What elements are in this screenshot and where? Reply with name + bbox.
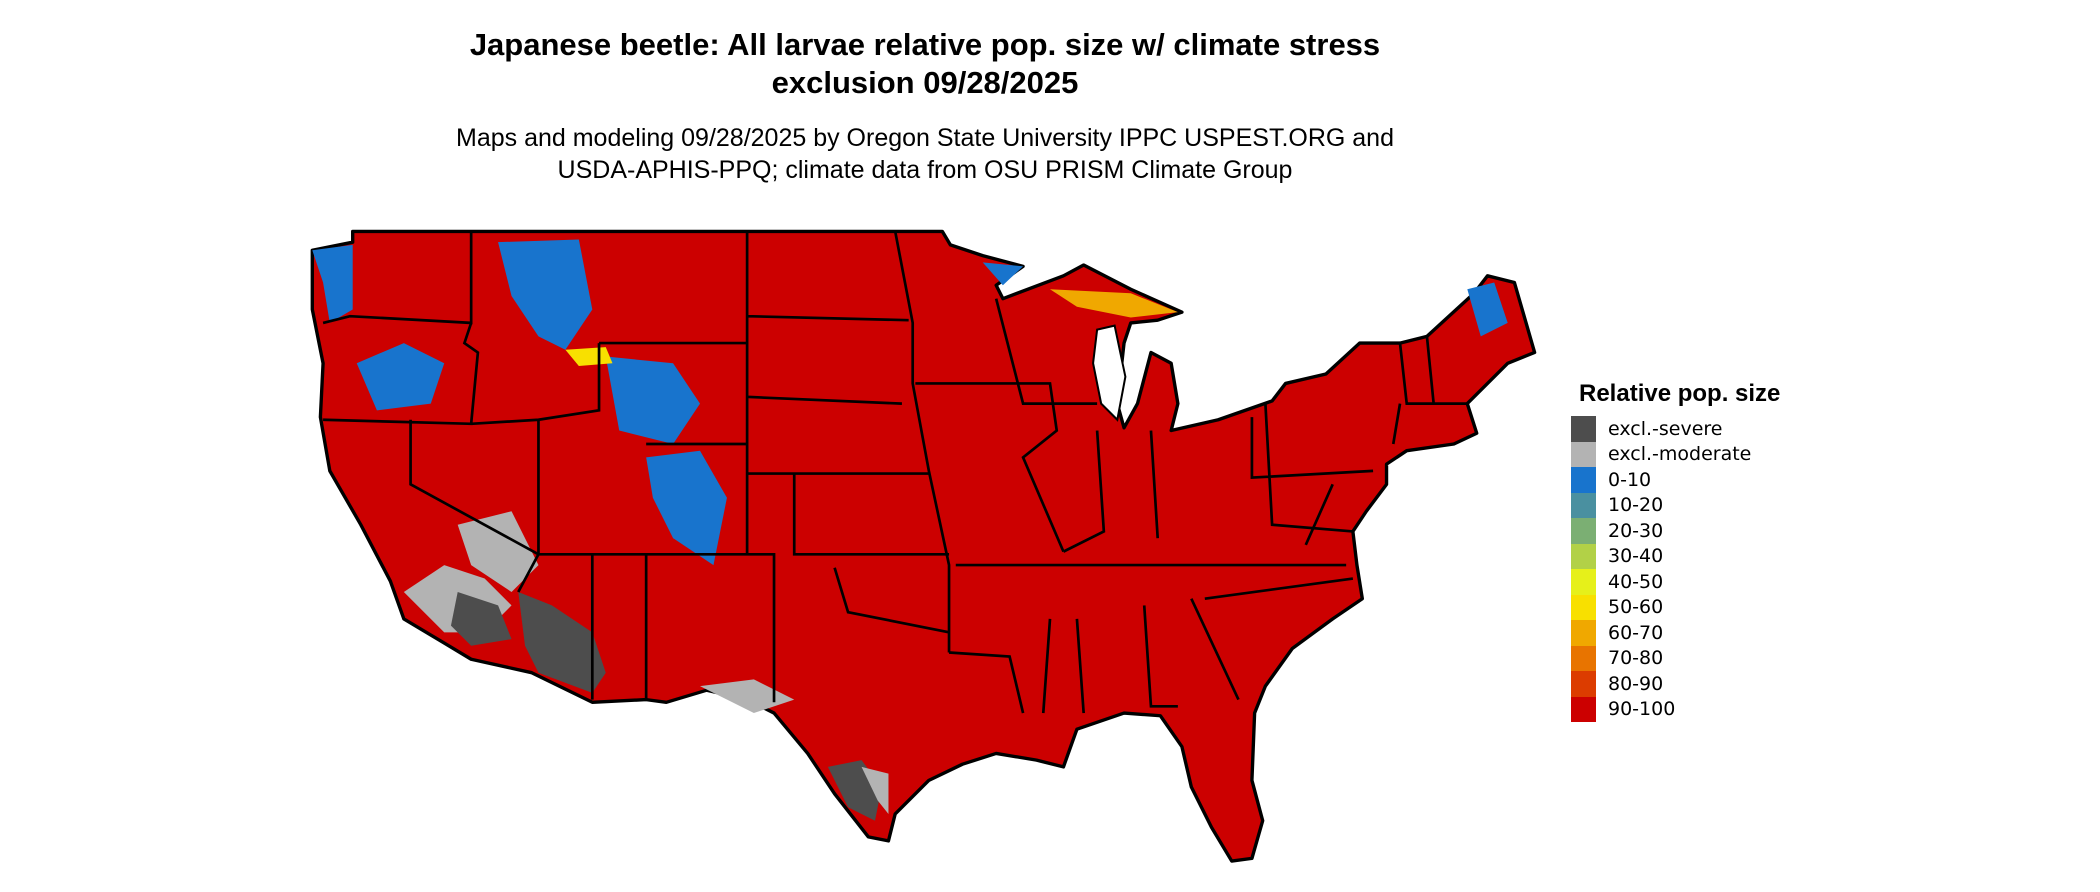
legend-swatch (1571, 671, 1596, 697)
low-population-areas (312, 239, 1508, 566)
blue-patch (982, 262, 1024, 286)
legend-label: excl.-severe (1608, 417, 1723, 440)
subtitle-line-1: Maps and modeling 09/28/2025 by Oregon S… (456, 124, 1394, 152)
excl-moderate-patch (457, 511, 539, 592)
legend-item: 10-20 (1571, 492, 1780, 518)
lake-michigan (1092, 324, 1127, 422)
excl-moderate-patch (861, 766, 889, 814)
legend-label: 80-90 (1608, 672, 1664, 695)
legend-item: 40-50 (1571, 569, 1780, 595)
map-subtitle: Maps and modeling 09/28/2025 by Oregon S… (300, 122, 1550, 186)
blue-patch (356, 343, 445, 411)
legend-label: 30-40 (1608, 545, 1664, 568)
state-borders (322, 231, 1468, 714)
subtitle-line-2: USDA-APHIS-PPQ; climate data from OSU PR… (557, 156, 1293, 184)
legend-label: 60-70 (1608, 621, 1664, 644)
legend-item: 60-70 (1571, 620, 1780, 646)
legend-swatch (1571, 492, 1596, 518)
legend-label: 20-30 (1608, 519, 1664, 542)
excl-severe-patch (518, 591, 606, 693)
yellow-patch (565, 347, 613, 366)
blue-patch (646, 450, 727, 566)
title-line-2: exclusion 09/28/2025 (771, 65, 1079, 100)
legend-item: 0-10 (1571, 467, 1780, 493)
legend-swatch (1571, 543, 1596, 569)
legend-label: 0-10 (1608, 468, 1652, 491)
legend-items: excl.-severe excl.-moderate 0-10 10-20 20-30… (1571, 416, 1780, 722)
legend-item: 90-100 (1571, 696, 1780, 722)
legend-swatch (1571, 645, 1596, 671)
blue-patch (498, 239, 593, 350)
excl-severe-patch (450, 591, 512, 646)
legend-item: excl.-severe (1571, 416, 1780, 442)
legend-swatch (1571, 594, 1596, 620)
legend-label: 10-20 (1608, 494, 1664, 517)
legend-swatch (1571, 416, 1596, 442)
legend-title: Relative pop. size (1579, 380, 1781, 407)
legend-swatch (1571, 467, 1596, 493)
legend-item: 30-40 (1571, 543, 1780, 569)
legend-label: 70-80 (1608, 647, 1664, 670)
yellow-patch (1050, 289, 1178, 318)
legend-item: 70-80 (1571, 645, 1780, 671)
blue-patch (1467, 282, 1508, 337)
legend-swatch (1571, 620, 1596, 646)
legend-swatch (1571, 696, 1596, 722)
legend-label: excl.-moderate (1608, 443, 1752, 466)
legend-item: excl.-moderate (1571, 441, 1780, 467)
legend-label: 90-100 (1608, 698, 1676, 721)
blue-patch (605, 356, 700, 444)
legend-item: 80-90 (1571, 671, 1780, 697)
legend-swatch (1571, 518, 1596, 544)
map-title: Japanese beetle: All larvae relative pop… (300, 26, 1550, 102)
legend-item: 20-30 (1571, 518, 1780, 544)
legend-item: 50-60 (1571, 594, 1780, 620)
legend-swatch (1571, 569, 1596, 595)
excl-moderate-patch (700, 679, 795, 714)
legend-swatch (1571, 441, 1596, 467)
blue-patch (312, 244, 353, 323)
legend: Relative pop. size excl.-severe excl.-mod… (1571, 380, 1780, 722)
legend-label: 40-50 (1608, 570, 1664, 593)
title-line-1: Japanese beetle: All larvae relative pop… (469, 27, 1381, 62)
legend-label: 50-60 (1608, 596, 1664, 619)
gray-exclusion-areas (403, 511, 889, 821)
